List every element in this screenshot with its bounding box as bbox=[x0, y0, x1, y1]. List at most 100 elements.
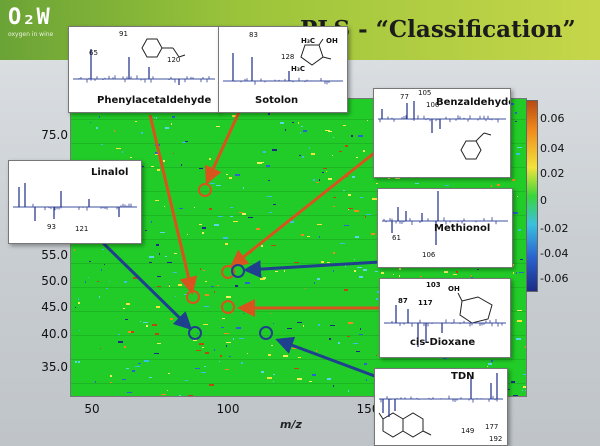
heatmap-cell bbox=[287, 328, 292, 329]
heatmap-cell bbox=[292, 348, 297, 349]
heatmap-cell bbox=[214, 224, 219, 226]
heatmap-cell bbox=[366, 379, 367, 381]
heatmap-cell bbox=[302, 156, 304, 158]
heatmap-cell bbox=[157, 343, 161, 344]
heatmap-cell bbox=[156, 306, 160, 308]
heatmap-cell bbox=[332, 155, 333, 156]
heatmap-cell bbox=[316, 350, 317, 352]
heatmap-cell bbox=[294, 368, 299, 369]
heatmap-cell bbox=[333, 270, 334, 272]
heatmap-cell bbox=[263, 151, 266, 153]
heatmap-cell bbox=[357, 267, 362, 268]
heatmap-cell bbox=[218, 216, 223, 217]
heatmap-cell bbox=[226, 174, 228, 175]
heatmap-cell bbox=[126, 303, 130, 305]
heatmap-cell bbox=[78, 302, 80, 304]
heatmap-cell bbox=[157, 169, 160, 171]
heatmap-cell bbox=[302, 210, 303, 211]
x-tick-label: 100 bbox=[216, 402, 240, 416]
heatmap-cell bbox=[214, 349, 215, 351]
heatmap-cell bbox=[90, 122, 91, 123]
heatmap-row-line bbox=[71, 335, 526, 336]
heatmap-cell bbox=[78, 361, 80, 363]
heatmap-cell bbox=[393, 274, 394, 275]
heatmap-cell bbox=[522, 390, 523, 391]
heatmap-cell bbox=[144, 360, 149, 362]
heatmap-cell bbox=[256, 228, 260, 230]
heatmap-cell bbox=[365, 216, 366, 218]
heatmap-cell bbox=[124, 346, 126, 348]
heatmap-cell bbox=[118, 341, 123, 343]
peak-label: 61 bbox=[392, 234, 401, 242]
colorbar bbox=[526, 100, 538, 292]
peak-label: 177 bbox=[485, 423, 499, 431]
heatmap-cell bbox=[232, 115, 237, 117]
heatmap-cell bbox=[359, 334, 363, 335]
heatmap-cell bbox=[273, 323, 274, 324]
heatmap-cell bbox=[333, 206, 335, 207]
heatmap-cell bbox=[348, 209, 349, 210]
heatmap-cell bbox=[345, 265, 346, 267]
heatmap-cell bbox=[510, 103, 514, 105]
heatmap-cell bbox=[339, 264, 341, 266]
heatmap-cell bbox=[224, 333, 229, 334]
heatmap-cell bbox=[328, 178, 332, 180]
heatmap-cell bbox=[263, 277, 266, 279]
heatmap-cell bbox=[267, 377, 272, 379]
heatmap-cell bbox=[348, 322, 353, 324]
heatmap-cell bbox=[135, 366, 140, 367]
peak-label: 91 bbox=[119, 30, 128, 38]
x-tick-label: 150 bbox=[356, 402, 380, 416]
heatmap-cell bbox=[488, 363, 492, 365]
heatmap-cell bbox=[149, 377, 152, 378]
peak-label: 117 bbox=[418, 299, 433, 307]
heatmap-cell bbox=[272, 149, 277, 151]
heatmap-cell bbox=[96, 127, 98, 129]
heatmap-cell bbox=[95, 381, 96, 383]
heatmap-cell bbox=[477, 269, 479, 270]
heatmap-cell bbox=[322, 172, 324, 173]
heatmap-cell bbox=[175, 296, 176, 297]
x-tick-label: 50 bbox=[84, 402, 100, 416]
heatmap-cell bbox=[290, 221, 294, 223]
heatmap-cell bbox=[114, 130, 115, 132]
colorbar-label: -0.06 bbox=[540, 272, 569, 285]
heatmap-cell bbox=[266, 165, 270, 167]
heatmap-cell bbox=[185, 141, 188, 142]
heatmap-cell bbox=[205, 294, 209, 296]
heatmap-cell bbox=[513, 395, 518, 396]
heatmap-cell bbox=[305, 288, 306, 289]
heatmap-cell bbox=[236, 327, 241, 329]
heatmap-cell bbox=[122, 379, 126, 380]
heatmap-cell bbox=[168, 373, 170, 374]
heatmap-cell bbox=[329, 338, 331, 340]
heatmap-cell bbox=[333, 197, 336, 198]
heatmap-cell bbox=[74, 249, 75, 251]
y-tick-label: 50.0 bbox=[41, 274, 68, 288]
heatmap-cell bbox=[194, 207, 195, 208]
heatmap-cell bbox=[126, 368, 129, 369]
heatmap-cell bbox=[133, 277, 137, 279]
struct-label: OH bbox=[326, 37, 338, 45]
heatmap-cell bbox=[348, 194, 351, 196]
compound-name: cis-Dioxane bbox=[410, 337, 476, 348]
heatmap-cell bbox=[292, 122, 294, 123]
heatmap-cell bbox=[415, 183, 419, 184]
heatmap-cell bbox=[517, 320, 522, 322]
heatmap-cell bbox=[515, 112, 517, 114]
heatmap-cell bbox=[203, 270, 205, 271]
heatmap-cell bbox=[124, 281, 127, 283]
heatmap-cell bbox=[110, 375, 112, 377]
compound-name: Sotolon bbox=[255, 95, 299, 106]
heatmap-cell bbox=[359, 276, 363, 278]
heatmap-cell bbox=[149, 262, 152, 263]
x-axis-title: m/z bbox=[280, 418, 302, 431]
heatmap-cell bbox=[159, 253, 160, 255]
heatmap-cell bbox=[85, 281, 86, 283]
heatmap-cell bbox=[343, 176, 348, 177]
heatmap-cell bbox=[141, 132, 143, 134]
heatmap-cell bbox=[366, 214, 371, 215]
heatmap-cell bbox=[110, 382, 112, 383]
heatmap-cell bbox=[356, 157, 358, 158]
heatmap-cell bbox=[300, 132, 301, 134]
